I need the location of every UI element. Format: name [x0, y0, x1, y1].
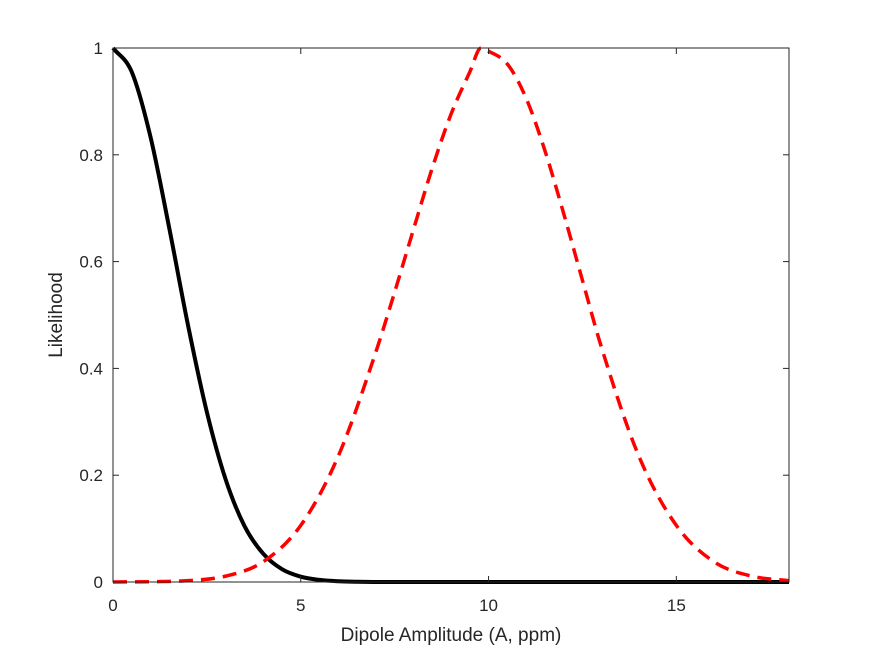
tick-layer: 0 5 10 15 0 0.2 0.4 0.6 0.8 1	[79, 39, 789, 615]
x-tick-label: 10	[479, 596, 498, 615]
x-tick-label: 0	[108, 596, 117, 615]
plot-area-border	[112, 47, 790, 583]
y-tick-label: 0.8	[79, 146, 103, 165]
x-axis-title: Dipole Amplitude (A, ppm)	[341, 625, 562, 646]
x-tick-label: 5	[296, 596, 305, 615]
x-tick-label: 15	[667, 596, 686, 615]
series-line-2	[112, 46, 790, 584]
y-tick-label: 0.6	[79, 253, 103, 272]
y-tick-label: 0.2	[79, 466, 103, 485]
y-tick-label: 1	[94, 39, 103, 58]
y-tick-label: 0	[94, 573, 103, 592]
y-tick-label: 0.4	[79, 359, 103, 378]
y-axis-title: Likelihood	[46, 272, 67, 358]
